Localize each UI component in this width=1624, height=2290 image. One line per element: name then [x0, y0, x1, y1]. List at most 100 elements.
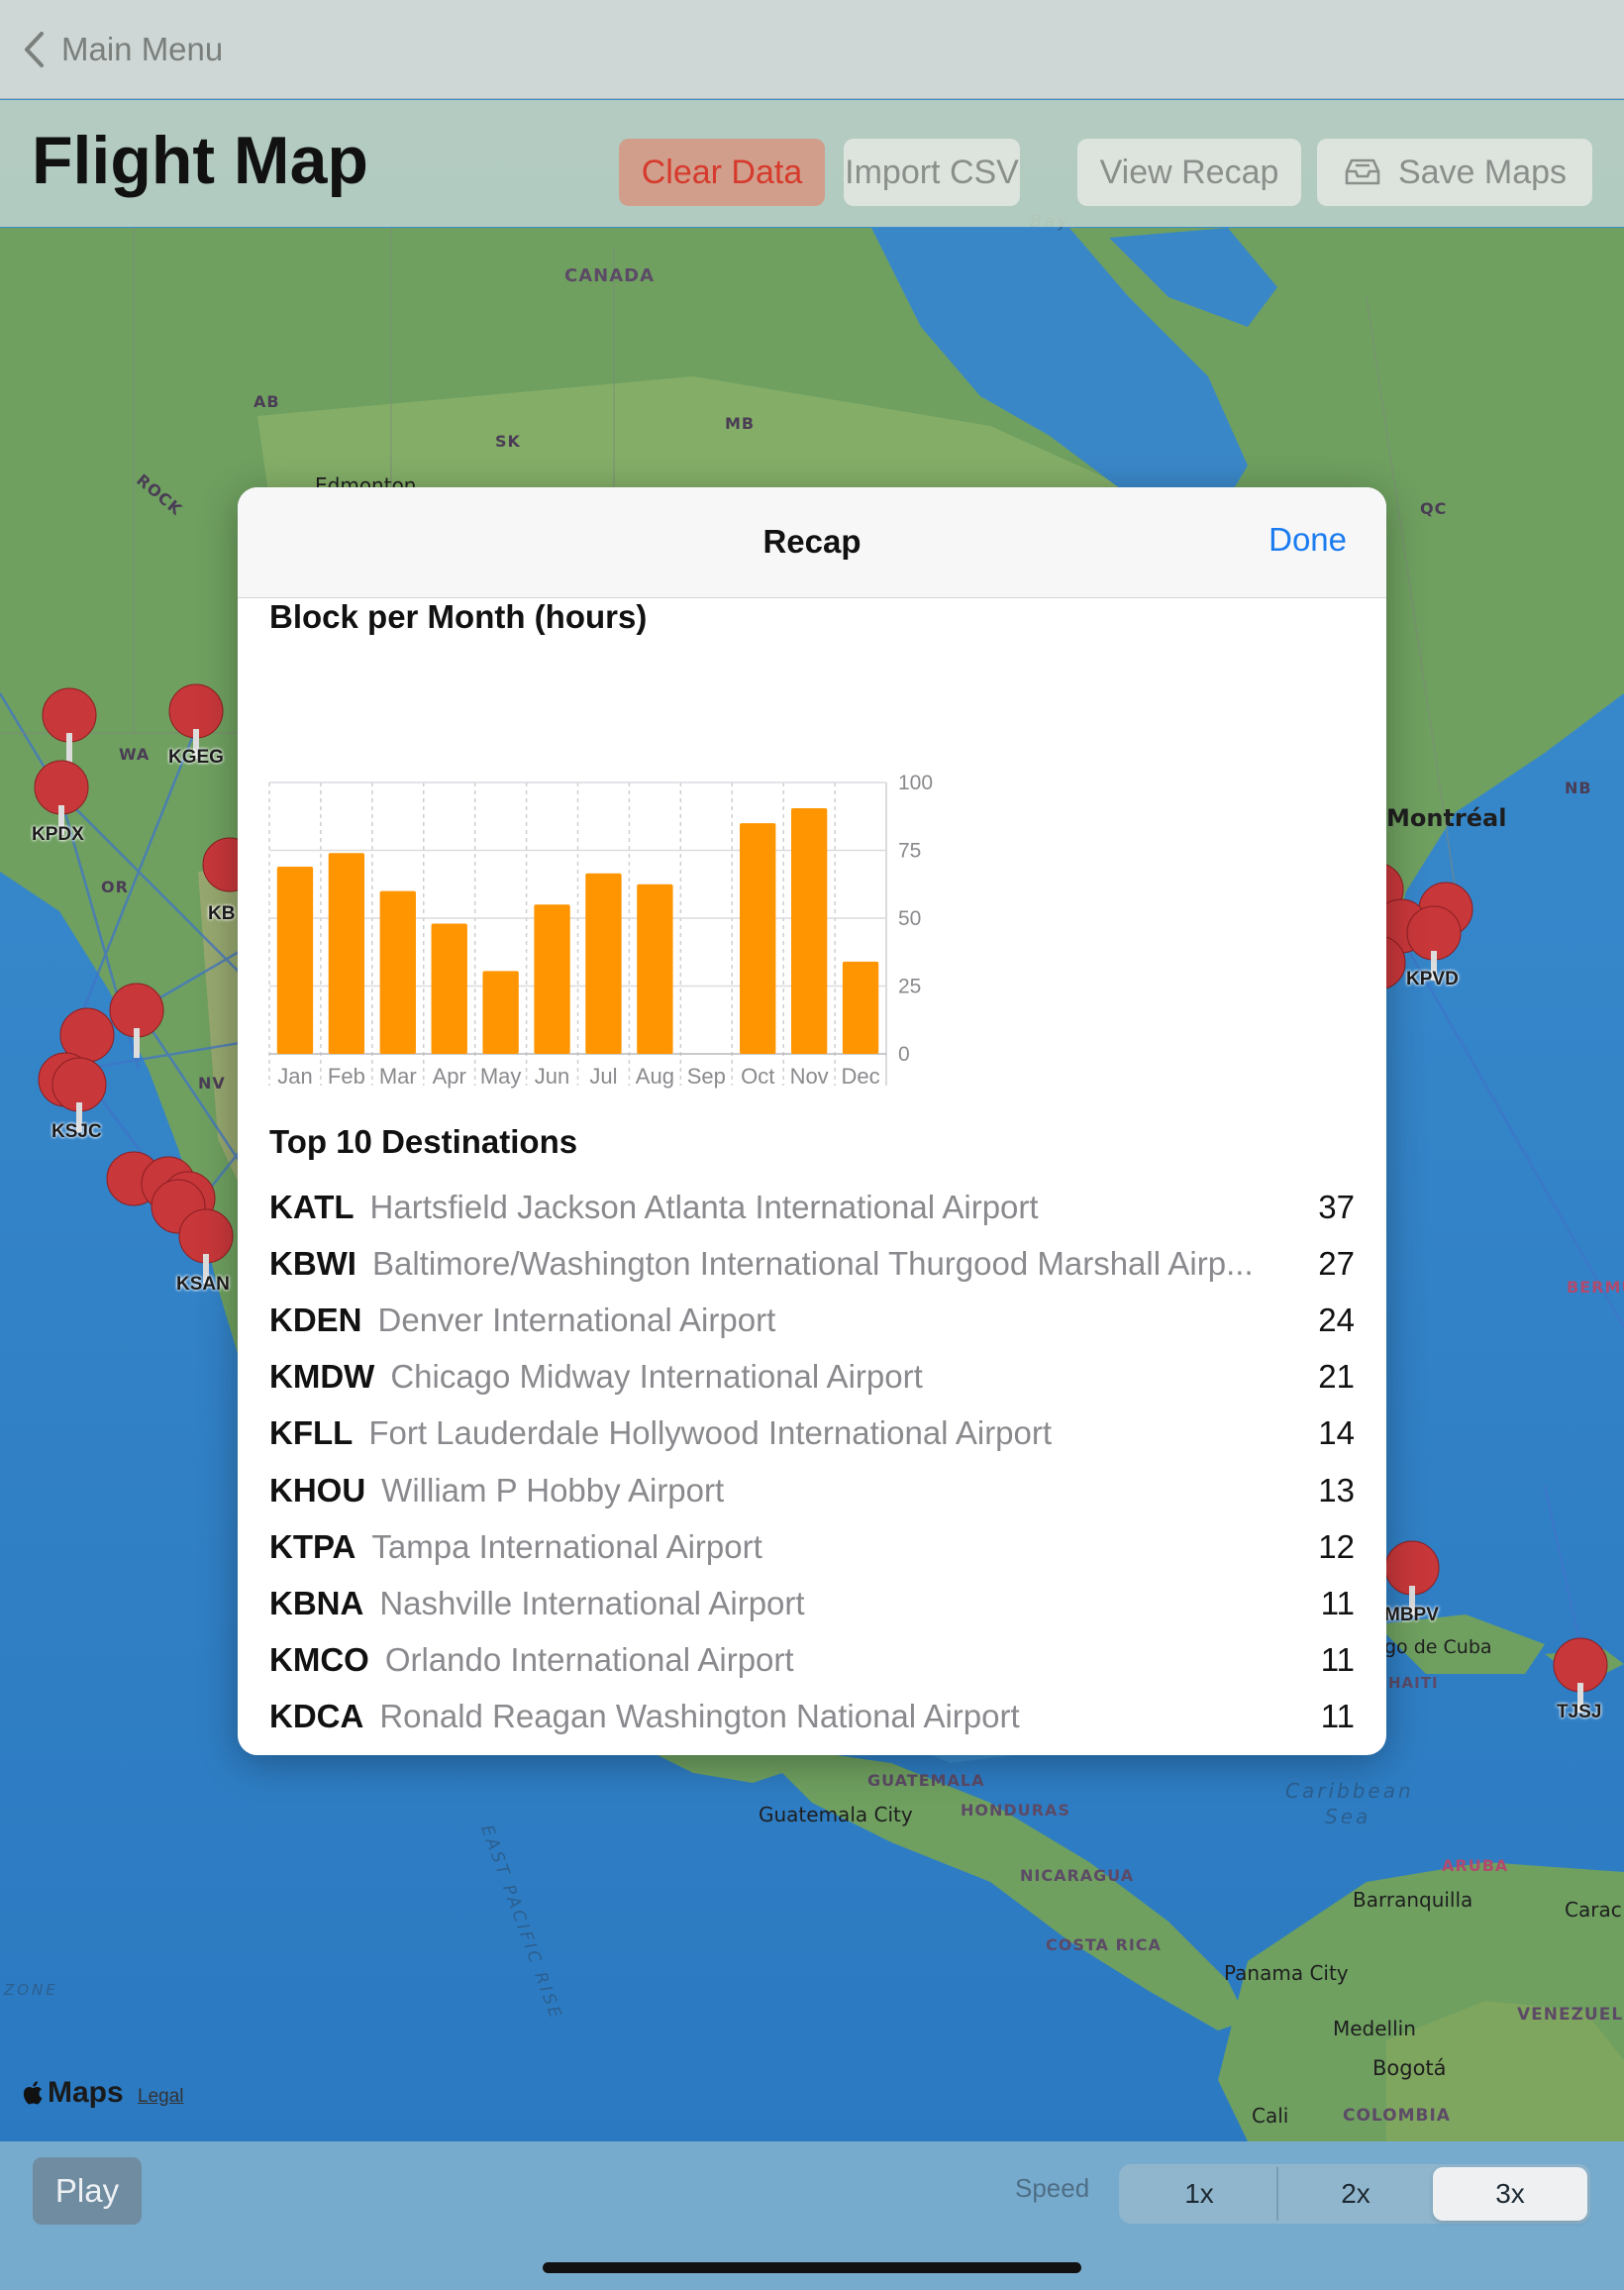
chart-x-tick-label: Apr	[433, 1064, 466, 1089]
chart-bar-oct	[740, 823, 776, 1054]
chart-bar-feb	[328, 853, 365, 1054]
map-label-venezuela: VENEZUEL	[1517, 2005, 1624, 2025]
chart-x-tick-label: Feb	[328, 1064, 365, 1089]
speed-option-1x[interactable]: 1x	[1122, 2167, 1278, 2221]
destination-name: Chicago Midway International Airport	[390, 1358, 923, 1396]
destination-row: KTPA Tampa International Airport 12	[269, 1518, 1355, 1575]
chart-y-tick-label: 100	[898, 772, 933, 794]
destination-count: 12	[1318, 1527, 1355, 1565]
done-button[interactable]: Done	[1269, 521, 1347, 558]
play-button[interactable]: Play	[33, 2157, 142, 2225]
destination-code: KMDW	[269, 1358, 375, 1396]
block-per-month-chart: Jan Feb Mar Apr May Jun Jul Aug Sep Oct Nov Dec 0 25…	[268, 772, 933, 1089]
map-label-caribbean: Caribbean	[1285, 1779, 1414, 1803]
chart-x-tick-label: Mar	[379, 1064, 417, 1089]
view-recap-button[interactable]: View Recap	[1077, 139, 1301, 206]
modal-header: Recap Done	[238, 487, 1386, 598]
destination-count: 24	[1318, 1301, 1355, 1338]
chart-x-tick-label: Jul	[589, 1064, 617, 1089]
destination-code: KDEN	[269, 1301, 362, 1338]
recap-modal: Recap Done Block per Month (hours) Jan Fe…	[238, 487, 1386, 1755]
pin-label-kpdx: KPDX	[32, 824, 84, 845]
map-label-colombia: COLOMBIA	[1343, 2106, 1451, 2126]
map-label-sea: Sea	[1325, 1805, 1371, 1828]
modal-title: Recap	[762, 523, 862, 560]
pin-label-kgeg: KGEG	[168, 747, 224, 768]
page-title: Flight Map	[32, 123, 368, 198]
map-label-guatemala-city: Guatemala City	[759, 1803, 913, 1826]
pin-label-tjsj: TJSJ	[1557, 1702, 1602, 1722]
destination-name: William P Hobby Airport	[381, 1471, 725, 1509]
navigation-bar: Main Menu	[0, 0, 1624, 99]
map-label-guatemala: GUATEMALA	[867, 1771, 985, 1790]
destination-name: Fort Lauderdale Hollywood International …	[368, 1414, 1053, 1452]
chart-y-tick-label: 0	[898, 1043, 910, 1066]
destination-row: KDCA Ronald Reagan Washington National Ai…	[269, 1689, 1355, 1745]
destination-count: 21	[1318, 1358, 1355, 1396]
chart-bar-nov	[790, 808, 828, 1054]
map-label-panama-city: Panama City	[1224, 1961, 1349, 1985]
map-label-zone: ZONE	[4, 1981, 58, 1999]
chevron-left-icon	[25, 32, 44, 67]
destination-code: KHOU	[269, 1471, 366, 1509]
map-label-bogota: Bogotá	[1372, 2056, 1447, 2080]
map-label-costa-rica: COSTA RICA	[1046, 1935, 1162, 1954]
chart-bar-apr	[431, 923, 467, 1054]
destination-name: Orlando International Airport	[384, 1641, 794, 1679]
destination-code: KATL	[269, 1188, 355, 1225]
destinations-list: KATL Hartsfield Jackson Atlanta Internati…	[269, 1179, 1355, 1745]
chart-x-tick-label: Aug	[636, 1064, 674, 1089]
map-label-cali: Cali	[1252, 2104, 1289, 2128]
chart-x-tick-label: Jun	[535, 1064, 569, 1089]
destination-row: KBWI Baltimore/Washington International T…	[269, 1235, 1355, 1292]
destination-name: Ronald Reagan Washington National Airpor…	[379, 1698, 1020, 1735]
speed-option-3x[interactable]: 3x	[1433, 2167, 1587, 2221]
destination-code: KDCA	[269, 1698, 364, 1735]
legal-link[interactable]: Legal	[138, 2086, 184, 2107]
back-label: Main Menu	[61, 31, 224, 67]
chart-x-tick-label: Dec	[841, 1064, 879, 1089]
save-maps-button[interactable]: Save Maps	[1317, 139, 1592, 206]
chart-y-tick-label: 50	[898, 907, 921, 930]
destination-code: KMCO	[269, 1641, 369, 1679]
pin-label-mbpv: MBPV	[1384, 1605, 1439, 1625]
destination-count: 11	[1320, 1584, 1355, 1621]
destination-code: KBWI	[269, 1244, 356, 1282]
clear-data-button[interactable]: Clear Data	[619, 139, 825, 206]
chart-x-tick-label: Sep	[687, 1064, 726, 1089]
map-label-nv: NV	[198, 1074, 226, 1093]
pin-label-kb: KB	[208, 903, 236, 924]
map-label-sk: SK	[495, 432, 521, 451]
chart-bar-jan	[276, 866, 314, 1054]
destination-row: KMCO Orlando International Airport 11	[269, 1632, 1355, 1689]
map-label-bermuda: BERMU	[1567, 1278, 1624, 1297]
chart-y-tick-label: 25	[898, 976, 921, 998]
apple-icon	[23, 2081, 43, 2105]
map-label-wa: WA	[119, 745, 151, 764]
chart-bar-jun	[534, 904, 570, 1054]
destination-code: KTPA	[269, 1527, 356, 1565]
pin-label-kpvd: KPVD	[1406, 969, 1459, 989]
apple-maps-logo: Maps	[20, 2076, 124, 2110]
map-label-barranquilla: Barranquilla	[1353, 1888, 1473, 1912]
back-to-main-menu-button[interactable]: Main Menu	[22, 26, 223, 73]
destination-count: 13	[1318, 1471, 1355, 1509]
map-label-haiti: HAITI	[1388, 1674, 1439, 1692]
chart-y-tick-label: 75	[898, 840, 921, 863]
map-label-caracas: Carac	[1565, 1898, 1622, 1922]
destination-row: KMDW Chicago Midway International Airport…	[269, 1349, 1355, 1405]
tray-icon	[1345, 158, 1380, 185]
speed-segmented-control[interactable]: 1x 2x 3x	[1119, 2164, 1590, 2224]
chart-bar-aug	[637, 884, 673, 1054]
top-destinations-title: Top 10 Destinations	[269, 1123, 578, 1160]
destination-count: 27	[1318, 1244, 1355, 1282]
home-indicator	[543, 2262, 1081, 2273]
import-csv-button[interactable]: Import CSV	[844, 139, 1020, 206]
destination-count: 14	[1318, 1414, 1355, 1452]
destination-row: KFLL Fort Lauderdale Hollywood Internatio…	[269, 1405, 1355, 1462]
destination-count: 37	[1318, 1188, 1355, 1225]
chart-title: Block per Month (hours)	[269, 598, 648, 635]
speed-option-2x[interactable]: 2x	[1341, 2178, 1370, 2209]
destination-code: KFLL	[269, 1414, 354, 1452]
chart-x-tick-label: May	[480, 1064, 522, 1089]
